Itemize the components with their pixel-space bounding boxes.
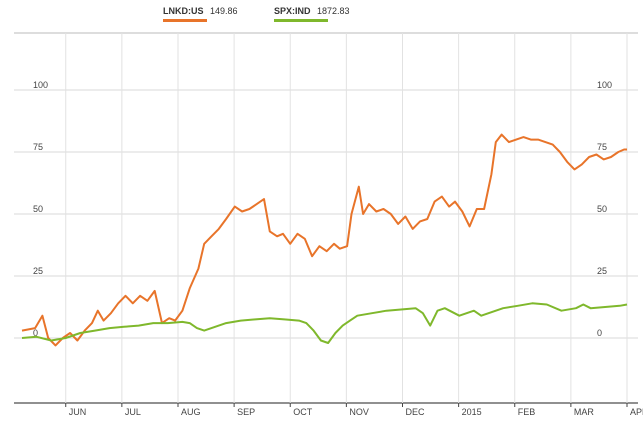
y-tick-right-0: 0 bbox=[597, 328, 602, 338]
y-tick-right-50: 50 bbox=[597, 204, 607, 214]
legend-item-lnkd[interactable]: LNKD:US 149.86 bbox=[163, 6, 238, 22]
x-tick-label-apr: APR bbox=[630, 407, 643, 417]
x-tick-label-oct: OCT bbox=[293, 407, 313, 417]
y-tick-right-75: 75 bbox=[597, 142, 607, 152]
y-tick-left-0: 0 bbox=[33, 328, 38, 338]
legend-item-spx[interactable]: SPX:IND 1872.83 bbox=[274, 6, 350, 22]
legend-symbol-spx: SPX:IND bbox=[274, 6, 311, 16]
y-tick-right-100: 100 bbox=[597, 80, 612, 90]
x-tick-label-jul: JUL bbox=[125, 407, 141, 417]
x-tick-label-aug: AUG bbox=[181, 407, 201, 417]
x-tick-label-jun: JUN bbox=[69, 407, 87, 417]
x-tick-label-2015: 2015 bbox=[462, 407, 482, 417]
legend-swatch-spx bbox=[274, 19, 328, 22]
x-tick-label-feb: FEB bbox=[518, 407, 536, 417]
x-tick-label-dec: DEC bbox=[405, 407, 425, 417]
series-line-spxind bbox=[21, 302, 628, 344]
x-tick-label-mar: MAR bbox=[574, 407, 595, 417]
y-tick-right-25: 25 bbox=[597, 266, 607, 276]
legend-swatch-lnkd bbox=[163, 19, 207, 22]
series-line-lnkdus bbox=[21, 133, 627, 347]
x-tick-label-nov: NOV bbox=[349, 407, 369, 417]
legend-value-spx: 1872.83 bbox=[317, 6, 350, 16]
x-tick-label-sep: SEP bbox=[237, 407, 255, 417]
y-tick-left-50: 50 bbox=[33, 204, 43, 214]
y-tick-left-100: 100 bbox=[33, 80, 48, 90]
y-tick-left-25: 25 bbox=[33, 266, 43, 276]
y-tick-left-75: 75 bbox=[33, 142, 43, 152]
legend-value-lnkd: 149.86 bbox=[210, 6, 238, 16]
legend-symbol-lnkd: LNKD:US bbox=[163, 6, 204, 16]
